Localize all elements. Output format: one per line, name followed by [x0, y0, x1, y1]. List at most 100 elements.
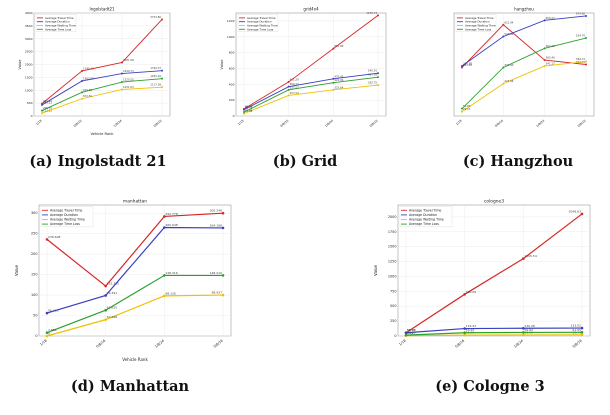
- series-line-e-3: [405, 331, 583, 336]
- legend-label-e-0: Average Travel Time: [409, 208, 441, 212]
- data-point-d-0-3: [221, 211, 225, 215]
- y-tick-label-a-4: 2000: [25, 63, 33, 67]
- legend-box-c: [455, 14, 497, 32]
- y-tick-label-e-2: 500: [390, 304, 396, 308]
- series-line-a-1: [41, 70, 163, 106]
- y-tick-label-b-0: 0: [233, 114, 235, 118]
- y-tick-label-d-5: 250: [31, 232, 37, 236]
- data-point-b-3-0: [243, 111, 245, 114]
- legend-label-c-1: Average Duration: [465, 20, 490, 24]
- legend-label-b-3: Average Time Loss: [247, 27, 274, 31]
- data-label-d-3-0: 7.866: [48, 328, 57, 332]
- x-tick-label-b-3: 0/8/16: [369, 119, 379, 128]
- data-point-a-1-0: [41, 103, 43, 106]
- data-label-a-2-1: 672.81: [83, 94, 92, 98]
- data-point-e-1-3: [580, 326, 584, 330]
- series-line-d-1: [46, 226, 224, 314]
- data-label-b-3-0: 51.32: [245, 108, 253, 112]
- x-tick-label-d-2: 1/8/24: [154, 339, 165, 349]
- y-tick-label-b-2: 400: [229, 82, 235, 86]
- legend-label-a-3: Average Time Loss: [45, 27, 72, 31]
- data-point-b-2-2: [332, 88, 335, 91]
- data-label-d-0-1: 122.385: [107, 282, 119, 286]
- y-tick-label-b-5: 1000: [227, 35, 235, 39]
- legend-label-b-0: Average Travel Time: [247, 16, 276, 20]
- data-label-d-0-0: 236.608: [48, 235, 60, 239]
- y-tick-label-d-0: 0: [35, 334, 37, 338]
- series-line-e-2: [405, 334, 583, 337]
- legend-label-b-2: Average Waiting Time: [247, 24, 278, 28]
- data-point-c-1-0: [461, 64, 463, 67]
- x-tick-label-c-0: 1/18: [455, 119, 463, 126]
- caption-d: (d) Manhattan: [70, 378, 190, 395]
- y-tick-label-a-2: 1000: [25, 88, 33, 92]
- legend-box-d: [40, 206, 94, 228]
- data-point-d-3-2: [163, 274, 166, 277]
- data-point-c-2-1: [502, 82, 505, 85]
- legend-label-e-3: Average Time Loss: [409, 222, 439, 226]
- data-label-c-0-2: 382.46: [546, 56, 555, 60]
- data-label-a-3-2: 1320.55: [123, 78, 134, 82]
- data-label-c-3-3: 534.70: [576, 34, 585, 38]
- data-point-b-3-3: [377, 76, 379, 79]
- data-point-a-2-3: [161, 86, 163, 89]
- data-label-c-1-1: 543.52: [504, 32, 513, 36]
- data-point-b-1-1: [287, 85, 290, 88]
- data-point-b-2-0: [243, 112, 245, 115]
- x-tick-label-c-2: 1/8/24: [535, 119, 545, 128]
- data-point-c-0-1: [502, 23, 505, 26]
- data-point-b-1-0: [243, 108, 245, 111]
- data-label-a-2-3: 1117.09: [150, 83, 161, 87]
- data-label-e-1-2: 130.28: [524, 324, 535, 328]
- data-label-b-1-3: 540.91: [368, 69, 377, 73]
- data-label-a-0-1: 1745.43: [83, 66, 94, 70]
- y-tick-label-d-3: 150: [31, 273, 37, 277]
- data-point-d-1-2: [163, 226, 166, 229]
- chart-title-b: grid4x4: [303, 7, 319, 12]
- data-point-d-0-1: [104, 284, 107, 288]
- caption-a: (a) Ingolstadt 21: [29, 153, 167, 170]
- series-line-d-2: [46, 294, 224, 337]
- data-point-d-2-3: [221, 293, 225, 297]
- y-tick-label-b-6: 1200: [227, 19, 235, 23]
- data-label-e-3-1: 55.20: [466, 328, 475, 332]
- data-label-d-2-3: 98.937: [212, 291, 223, 295]
- data-label-b-0-0: 90.44: [245, 104, 253, 108]
- data-label-e-1-1: 124.93: [466, 324, 477, 328]
- data-label-e-1-0: 55.03: [407, 328, 416, 332]
- data-point-c-2-0: [461, 110, 463, 113]
- data-point-d-2-1: [104, 318, 107, 321]
- data-label-a-3-1: 919.98: [83, 88, 92, 92]
- data-label-e-1-3: 133.02: [571, 324, 582, 328]
- data-point-d-0-2: [163, 215, 166, 218]
- data-label-d-1-3: 264.188: [210, 223, 222, 227]
- series-line-a-2: [41, 86, 163, 114]
- data-label-b-0-3: 1270.73: [366, 11, 377, 15]
- caption-e: (e) Cologne 3: [435, 378, 545, 395]
- data-label-a-1-1: 1363.88: [83, 76, 94, 80]
- data-point-a-1-3: [161, 69, 163, 72]
- legend-label-d-0: Average Travel Time: [50, 208, 82, 212]
- data-point-c-0-2: [543, 59, 546, 62]
- legend-box-a: [35, 14, 77, 32]
- series-line-b-2: [243, 84, 379, 115]
- series-line-c-2: [461, 61, 587, 112]
- data-point-e-2-2: [522, 333, 525, 337]
- y-tick-label-e-7: 1750: [388, 230, 397, 234]
- y-tick-label-a-3: 1500: [25, 75, 33, 79]
- data-point-e-0-1: [463, 293, 466, 296]
- data-point-e-3-0: [404, 333, 408, 337]
- chart-panel-e: cologne3 0 250 500 750 1000 1250 1500 1750 2000 1/…: [374, 196, 596, 364]
- x-tick-label-a-0: 1/18: [35, 119, 43, 126]
- data-point-c-3-0: [461, 107, 463, 110]
- chart-title-d: manhattan: [123, 199, 147, 205]
- y-tick-label-e-1: 250: [390, 319, 396, 323]
- series-line-b-3: [243, 76, 379, 113]
- x-tick-label-e-0: 1/18: [398, 339, 406, 347]
- data-label-e-0-1: 700.09: [466, 290, 477, 294]
- data-point-d-3-0: [45, 331, 49, 335]
- chart-panel-d: manhattan 0 50 100 150 200 250 300 1/18 0/8/16 1/8…: [15, 196, 237, 364]
- y-tick-label-e-3: 750: [390, 289, 396, 293]
- data-label-b-2-2: 325.64: [334, 85, 343, 89]
- data-point-a-1-2: [121, 72, 123, 75]
